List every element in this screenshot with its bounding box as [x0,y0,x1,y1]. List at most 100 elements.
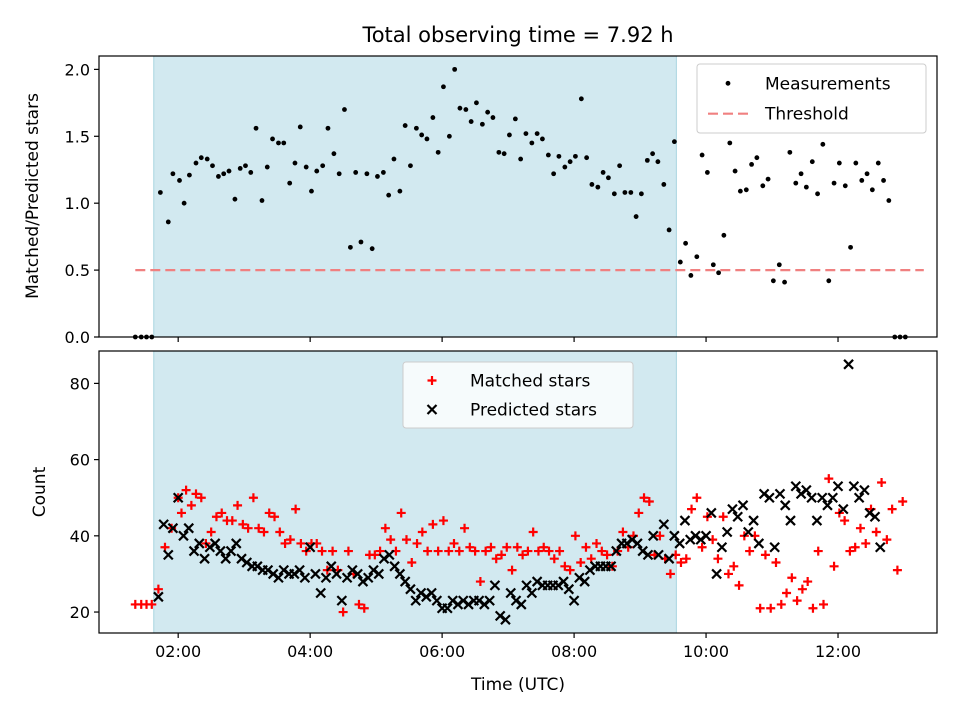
data-point [216,174,221,179]
data-point [716,541,728,553]
data-point [407,558,417,567]
data-point [633,214,639,219]
data-point [774,488,786,500]
data-point [364,171,370,177]
data-point [209,538,221,549]
data-point [776,599,786,609]
data-point [304,541,316,553]
data-point [602,550,612,560]
data-point [428,519,438,529]
data-point [497,550,507,560]
data-point [401,535,411,545]
data-point [671,139,677,145]
data-point [194,538,205,549]
data-point [811,515,823,526]
data-point [779,500,791,511]
data-point [676,558,686,567]
data-point [369,246,375,252]
data-point [273,572,284,584]
data-point [892,565,902,575]
data-point [238,519,248,529]
data-point [529,140,535,146]
data-point [468,119,474,124]
data-point [826,278,832,284]
data-point [158,519,169,530]
data-point [526,587,538,599]
data-point [188,545,200,557]
data-point [270,512,280,522]
data-point [771,558,781,567]
data-point [259,527,269,537]
data-point [568,595,580,606]
data-point [663,553,675,564]
data-point [485,109,491,115]
data-point [618,527,628,537]
data-point [544,546,554,556]
data-point [753,538,765,549]
legend: Measurements Threshold [696,63,927,134]
x-tick-label: 06:00 [419,642,465,661]
data-point [270,136,275,142]
data-point [617,163,623,169]
data-point [291,504,301,514]
data-point [285,535,295,545]
data-point [638,191,644,197]
data-point [317,546,327,556]
data-point [688,273,694,278]
data-point [754,155,760,161]
data-point [358,239,364,245]
data-point [716,270,721,276]
chart-title: Total observing time = 7.92 h [361,23,673,47]
data-point [840,516,850,526]
data-point [562,164,568,170]
data-point [836,160,842,166]
data-point [275,527,285,537]
data-point [766,603,776,613]
data-point [486,542,496,552]
data-point [745,546,755,556]
y-tick-label: 60 [70,451,90,470]
data-point [551,171,557,177]
data-point [523,131,529,137]
data-point [737,188,743,194]
data-point [792,596,802,606]
data-point [647,530,659,542]
ratio-panel: 0.0 0.5 1.0 1.5 2.0 Measurements Threshold [65,55,938,347]
data-point [196,493,206,503]
data-point [521,580,532,591]
data-point [217,508,227,518]
legend-marker [426,404,438,415]
data-point [449,538,459,548]
data-point [578,96,584,102]
data-point [412,538,422,548]
data-point [463,107,469,112]
data-point [674,538,685,549]
data-point [512,542,522,552]
data-point [325,125,331,131]
data-point [549,554,559,564]
data-point [632,538,643,549]
data-point [384,549,395,561]
data-point [165,219,171,225]
x-tick-label: 04:00 [287,642,333,661]
data-point [882,535,892,545]
data-point [567,159,573,165]
data-point [338,607,348,617]
data-point [210,163,215,169]
legend-marker [725,80,731,86]
data-point [655,159,661,165]
data-point [886,198,892,203]
data-point [704,170,710,175]
data-point [315,587,326,599]
data-point [560,561,570,571]
data-point [490,115,496,120]
data-point [556,153,562,159]
data-point [474,100,479,106]
data-point [516,599,527,610]
data-point [296,538,306,548]
data-point [177,178,182,183]
data-point [331,151,337,157]
data-point [264,508,274,518]
data-point [581,542,591,552]
data-point [309,188,314,194]
